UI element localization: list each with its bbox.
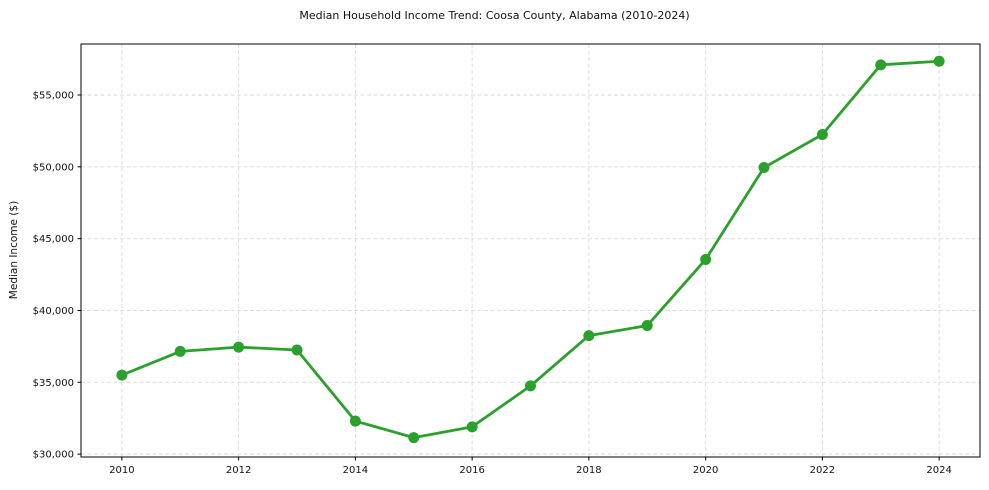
y-tick-label: $50,000 <box>33 162 74 173</box>
data-point <box>700 253 712 265</box>
data-point <box>291 344 303 356</box>
data-point <box>816 129 828 141</box>
data-point <box>116 369 128 381</box>
x-tick-label: 2018 <box>576 465 601 476</box>
data-point <box>408 432 420 444</box>
data-point <box>583 330 595 342</box>
data-point <box>875 59 887 71</box>
x-tick-label: 2012 <box>226 465 251 476</box>
data-point <box>174 345 186 357</box>
x-tick-label: 2016 <box>459 465 484 476</box>
y-tick-label: $40,000 <box>33 306 74 317</box>
y-tick-label: $30,000 <box>33 450 74 461</box>
x-tick-label: 2014 <box>343 465 368 476</box>
y-tick-label: $45,000 <box>33 234 74 245</box>
y-tick-label: $35,000 <box>33 378 74 389</box>
chart-title: Median Household Income Trend: Coosa Cou… <box>299 9 690 22</box>
x-tick-label: 2020 <box>693 465 718 476</box>
x-tick-label: 2022 <box>810 465 835 476</box>
data-point <box>933 55 945 67</box>
data-point <box>525 380 536 392</box>
plot-border <box>80 43 981 458</box>
data-point <box>233 341 245 353</box>
data-point <box>466 421 478 433</box>
y-tick-label: $55,000 <box>33 90 74 101</box>
data-point <box>758 162 770 174</box>
data-point <box>349 415 361 427</box>
x-tick-label: 2024 <box>926 465 951 476</box>
x-tick-label: 2010 <box>109 465 134 476</box>
data-point <box>641 320 653 332</box>
